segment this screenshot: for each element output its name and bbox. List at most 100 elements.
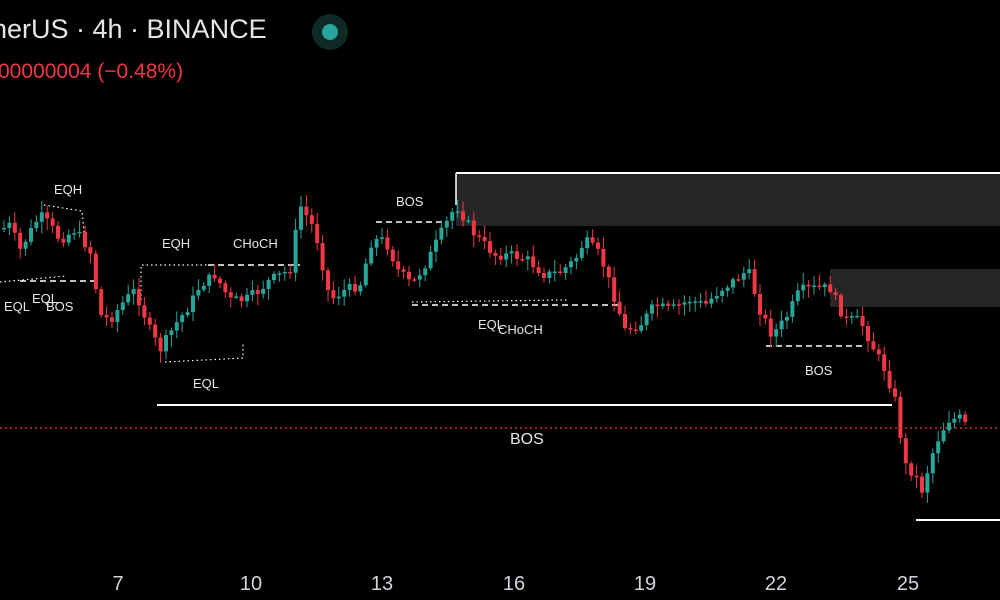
candle-up [374, 238, 379, 248]
candle-down [763, 314, 768, 319]
candle-up [660, 303, 665, 307]
candle-up [180, 315, 185, 323]
candle-down [153, 324, 158, 338]
candle-up [164, 335, 168, 352]
candle-up [936, 441, 941, 454]
candle-down [558, 271, 563, 274]
candle-down [623, 314, 627, 329]
candle-up [29, 228, 33, 242]
label-eqh-2: EQH [162, 236, 190, 251]
candle-up [66, 234, 71, 243]
candle-up [342, 289, 347, 297]
candle-down [839, 295, 843, 317]
candle-up [795, 290, 800, 302]
candle-up [812, 285, 816, 288]
candle-down [666, 303, 671, 306]
candle-up [72, 233, 77, 235]
candle-down [326, 270, 330, 291]
candle-up [191, 295, 195, 313]
candle-down [882, 354, 887, 372]
candle-down [752, 269, 757, 295]
candle-down [407, 271, 411, 280]
candle-up [504, 253, 509, 260]
candle-down [218, 278, 222, 284]
candle-up [682, 302, 687, 305]
x-tick-label: 7 [112, 573, 123, 595]
candle-up [347, 283, 352, 290]
candle-down [828, 284, 833, 293]
eql-dotted-1 [0, 275, 67, 283]
candle-down [515, 251, 519, 259]
candle-up [509, 251, 514, 254]
candle-up [115, 310, 120, 322]
candle-down [104, 315, 109, 318]
candle-down [536, 267, 541, 273]
candle-down [768, 318, 773, 337]
candle-up [801, 284, 806, 291]
candle-down [477, 235, 482, 237]
label-eql-1b: EQL [32, 291, 58, 306]
candle-up [272, 273, 276, 280]
candle-up [245, 294, 249, 302]
candle-down [866, 326, 870, 342]
candle-up [293, 229, 298, 273]
candle-down [50, 218, 55, 226]
candle-down [876, 349, 881, 355]
candle-down [887, 371, 892, 389]
price-change: 00000004 (−0.48%) [0, 60, 184, 83]
x-tick-label: 25 [897, 573, 919, 595]
candle-down [61, 238, 66, 243]
candle-up [250, 290, 255, 295]
candle-up [39, 212, 44, 222]
candle-up [282, 271, 287, 274]
candle-down [45, 212, 50, 219]
candle-up [174, 322, 179, 331]
candle-up [207, 274, 212, 286]
candle-down [817, 285, 822, 288]
candle-down [601, 248, 606, 267]
candle-up [930, 453, 935, 474]
candle-down [628, 328, 633, 330]
candle-up [644, 313, 649, 326]
label-bos-main: BOS [510, 431, 544, 448]
label-eql-1a: EQL [4, 299, 30, 314]
candle-down [239, 296, 244, 302]
x-tick-label: 16 [503, 573, 525, 595]
candle-down [288, 271, 293, 274]
candle-up [455, 211, 460, 213]
candle-up [417, 275, 422, 280]
candle-up [725, 287, 730, 291]
candle-up [552, 271, 557, 274]
candle-down [320, 243, 325, 271]
candle-down [396, 261, 401, 270]
candle-up [947, 422, 951, 431]
candle-down [158, 337, 163, 352]
candle-down [212, 274, 217, 279]
candle-up [120, 302, 125, 311]
candle-up [336, 296, 341, 299]
candle-down [315, 223, 320, 244]
candle-up [747, 269, 752, 274]
candle-down [520, 258, 525, 261]
candle-up [439, 227, 444, 240]
candle-down [898, 396, 903, 439]
candle-up [849, 316, 854, 318]
candle-down [83, 231, 87, 248]
candle-down [110, 317, 114, 322]
candle-up [687, 301, 692, 304]
candle-down [88, 247, 93, 254]
candle-down [860, 315, 865, 327]
candle-down [617, 301, 622, 315]
candle-down [147, 317, 152, 325]
candle-up [23, 241, 28, 249]
candle-up [369, 247, 374, 264]
label-eql-2: EQL [193, 376, 219, 391]
eql-dotted-3 [411, 299, 569, 303]
candle-up [639, 325, 644, 331]
symbol-title[interactable]: herUS · 4h · BINANCE [0, 14, 267, 44]
candle-down [871, 341, 876, 350]
candle-down [137, 289, 141, 306]
label-choch-2: CHoCH [498, 322, 543, 337]
x-tick-label: 13 [371, 573, 393, 595]
